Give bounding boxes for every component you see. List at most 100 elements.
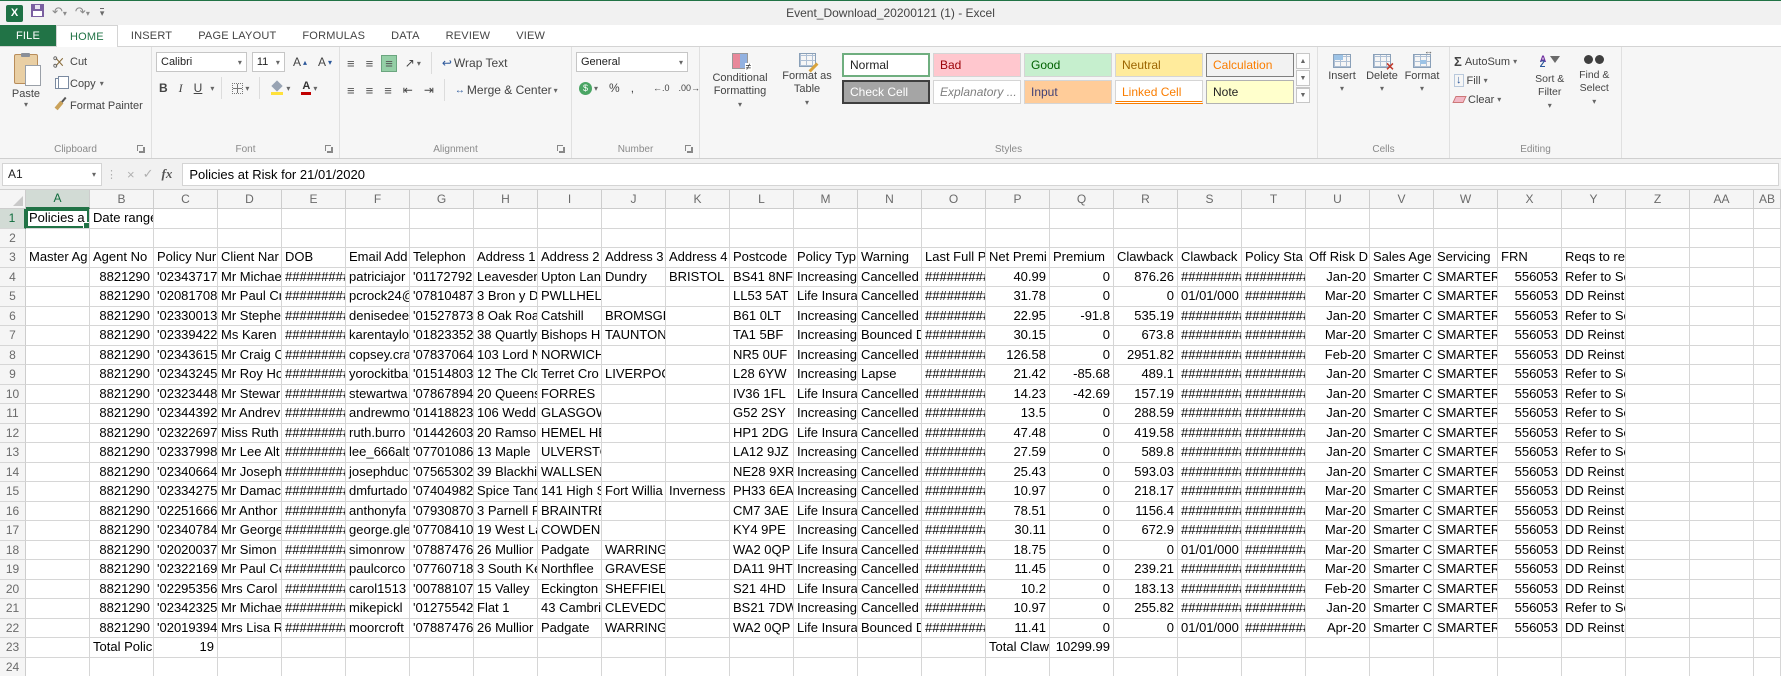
cell-P20[interactable]: 10.2 bbox=[986, 580, 1050, 600]
cell-I24[interactable] bbox=[538, 658, 602, 676]
cell-K1[interactable] bbox=[666, 209, 730, 229]
cell-Z11[interactable] bbox=[1626, 404, 1690, 424]
cell-Z3[interactable] bbox=[1626, 248, 1690, 268]
cell-X22[interactable]: 556053 bbox=[1498, 619, 1562, 639]
cell-AA22[interactable] bbox=[1690, 619, 1754, 639]
cell-A10[interactable] bbox=[26, 385, 90, 405]
cell-J17[interactable] bbox=[602, 521, 666, 541]
row-header-22[interactable]: 22 bbox=[0, 619, 26, 639]
cell-V23[interactable] bbox=[1370, 638, 1434, 658]
cell-W23[interactable] bbox=[1434, 638, 1498, 658]
cell-I10[interactable]: FORRES bbox=[538, 385, 602, 405]
cell-S23[interactable] bbox=[1178, 638, 1242, 658]
cell-M12[interactable]: Life Insura bbox=[794, 424, 858, 444]
cell-F9[interactable]: yorockitba bbox=[346, 365, 410, 385]
autosum-button[interactable]: Σ AutoSum ▾ bbox=[1454, 53, 1528, 70]
cell-Y3[interactable]: Reqs to re-instate or Save bbox=[1562, 248, 1626, 268]
cell-D8[interactable]: Mr Craig C bbox=[218, 346, 282, 366]
cell-AB1[interactable] bbox=[1754, 209, 1781, 229]
cell-U2[interactable] bbox=[1306, 229, 1370, 249]
cell-T3[interactable]: Policy Sta bbox=[1242, 248, 1306, 268]
cell-D6[interactable]: Mr Stephe bbox=[218, 307, 282, 327]
cell-L24[interactable] bbox=[730, 658, 794, 676]
cell-O1[interactable] bbox=[922, 209, 986, 229]
cell-I23[interactable] bbox=[538, 638, 602, 658]
cell-M8[interactable]: Increasing bbox=[794, 346, 858, 366]
row-header-13[interactable]: 13 bbox=[0, 443, 26, 463]
cell-S7[interactable]: ######### bbox=[1178, 326, 1242, 346]
font-dialog-launcher-icon[interactable] bbox=[325, 145, 334, 154]
gallery-scroll-down-icon[interactable]: ▼ bbox=[1296, 70, 1310, 86]
cell-H15[interactable]: Spice Tand bbox=[474, 482, 538, 502]
cell-Z8[interactable] bbox=[1626, 346, 1690, 366]
style-normal[interactable]: Normal bbox=[842, 53, 930, 77]
cell-AB5[interactable] bbox=[1754, 287, 1781, 307]
style-input[interactable]: Input bbox=[1024, 80, 1112, 104]
cell-B20[interactable]: 8821290 bbox=[90, 580, 154, 600]
cell-M24[interactable] bbox=[794, 658, 858, 676]
cell-I11[interactable]: GLASGOW bbox=[538, 404, 602, 424]
cell-W22[interactable]: SMARTER bbox=[1434, 619, 1498, 639]
cell-S16[interactable]: ######### bbox=[1178, 502, 1242, 522]
cell-F5[interactable]: pcrock24@ bbox=[346, 287, 410, 307]
cell-D10[interactable]: Mr Stewar bbox=[218, 385, 282, 405]
cell-D15[interactable]: Mr Damac bbox=[218, 482, 282, 502]
cell-A24[interactable] bbox=[26, 658, 90, 676]
cell-E12[interactable]: ######### bbox=[282, 424, 346, 444]
cell-J16[interactable] bbox=[602, 502, 666, 522]
cell-Y23[interactable] bbox=[1562, 638, 1626, 658]
cell-M14[interactable]: Increasing bbox=[794, 463, 858, 483]
decrease-decimal-button[interactable]: .00→ bbox=[677, 83, 703, 93]
cell-O7[interactable]: ######### bbox=[922, 326, 986, 346]
cell-W24[interactable] bbox=[1434, 658, 1498, 676]
cell-R18[interactable]: 0 bbox=[1114, 541, 1178, 561]
cell-H19[interactable]: 3 South Ke bbox=[474, 560, 538, 580]
cell-Y2[interactable] bbox=[1562, 229, 1626, 249]
row-header-3[interactable]: 3 bbox=[0, 248, 26, 268]
column-header-N[interactable]: N bbox=[858, 190, 922, 209]
cell-R22[interactable]: 0 bbox=[1114, 619, 1178, 639]
cell-U12[interactable]: Jan-20 bbox=[1306, 424, 1370, 444]
cell-F19[interactable]: paulcorco bbox=[346, 560, 410, 580]
customize-qat-button[interactable]: ▾ bbox=[100, 8, 105, 18]
cell-A1[interactable]: Policies a bbox=[26, 209, 90, 229]
cell-C1[interactable] bbox=[154, 209, 218, 229]
cell-L4[interactable]: BS41 8NF bbox=[730, 268, 794, 288]
cell-V8[interactable]: Smarter C bbox=[1370, 346, 1434, 366]
column-header-Q[interactable]: Q bbox=[1050, 190, 1114, 209]
cell-R11[interactable]: 288.59 bbox=[1114, 404, 1178, 424]
cell-A22[interactable] bbox=[26, 619, 90, 639]
cell-L11[interactable]: G52 2SY bbox=[730, 404, 794, 424]
cell-A20[interactable] bbox=[26, 580, 90, 600]
name-box-dropdown-icon[interactable]: ▾ bbox=[92, 170, 96, 179]
cell-N17[interactable]: Cancelled bbox=[858, 521, 922, 541]
cell-B17[interactable]: 8821290 bbox=[90, 521, 154, 541]
cell-F24[interactable] bbox=[346, 658, 410, 676]
cell-R4[interactable]: 876.26 bbox=[1114, 268, 1178, 288]
cell-G5[interactable]: '07810487 bbox=[410, 287, 474, 307]
cell-V22[interactable]: Smarter C bbox=[1370, 619, 1434, 639]
cell-W5[interactable]: SMARTER bbox=[1434, 287, 1498, 307]
cell-L12[interactable]: HP1 2DG bbox=[730, 424, 794, 444]
cell-U19[interactable]: Mar-20 bbox=[1306, 560, 1370, 580]
delete-cells-button[interactable]: Delete ▾ bbox=[1362, 50, 1402, 143]
cell-E2[interactable] bbox=[282, 229, 346, 249]
cell-M21[interactable]: Increasing bbox=[794, 599, 858, 619]
format-as-table-button[interactable]: Format as Table ▾ bbox=[776, 50, 838, 143]
cut-button[interactable]: Cut bbox=[52, 52, 143, 71]
cell-R9[interactable]: 489.1 bbox=[1114, 365, 1178, 385]
cell-P14[interactable]: 25.43 bbox=[986, 463, 1050, 483]
cell-K18[interactable] bbox=[666, 541, 730, 561]
cell-U24[interactable] bbox=[1306, 658, 1370, 676]
cell-I3[interactable]: Address 2 bbox=[538, 248, 602, 268]
cell-E9[interactable]: ######### bbox=[282, 365, 346, 385]
cell-Z16[interactable] bbox=[1626, 502, 1690, 522]
align-left-button[interactable]: ≡ bbox=[344, 83, 358, 98]
cell-O12[interactable]: ######### bbox=[922, 424, 986, 444]
cell-X7[interactable]: 556053 bbox=[1498, 326, 1562, 346]
enter-icon[interactable]: ✓ bbox=[143, 166, 154, 182]
cell-F16[interactable]: anthonyfa bbox=[346, 502, 410, 522]
italic-button[interactable]: I bbox=[176, 80, 186, 97]
cell-W9[interactable]: SMARTER bbox=[1434, 365, 1498, 385]
cell-T24[interactable] bbox=[1242, 658, 1306, 676]
